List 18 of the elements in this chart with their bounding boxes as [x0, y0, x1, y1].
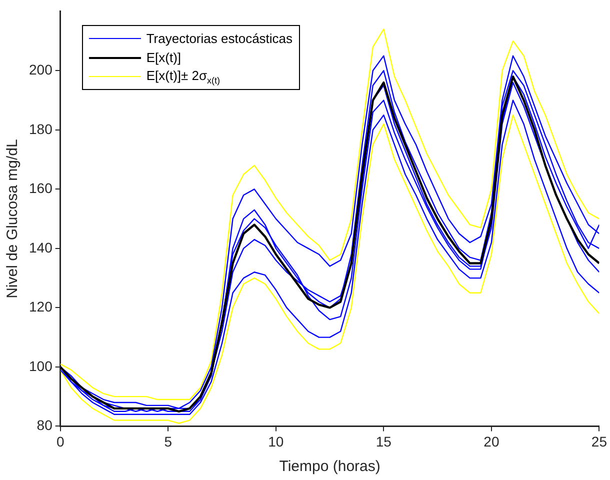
y-axis-title: Nivel de Glucosa mg/dL [4, 139, 22, 298]
y-tick-label: 80 [36, 417, 53, 434]
x-tick-label: 25 [591, 433, 608, 450]
y-tick-label: 160 [29, 180, 53, 196]
y-tick-label: 100 [29, 358, 53, 374]
legend-label: Trayectorias estocásticas [146, 31, 293, 46]
y-tick-label: 200 [29, 62, 53, 78]
y-tick-label: 120 [29, 298, 53, 315]
x-tick-label: 10 [268, 433, 284, 450]
x-tick-label: 20 [484, 433, 500, 450]
x-axis-title: Tiempo (horas) [279, 458, 380, 476]
x-tick-label: 5 [164, 433, 172, 450]
y-tick-label: 140 [29, 239, 53, 256]
y-tick-label: 180 [29, 120, 53, 137]
x-tick-label: 15 [376, 433, 392, 450]
legend-label: E[x(t)] [146, 50, 182, 66]
legend-label: E[x(t)]± 2σ$_{x(t)}$ [146, 68, 220, 86]
x-tick-label: 0 [56, 433, 64, 450]
